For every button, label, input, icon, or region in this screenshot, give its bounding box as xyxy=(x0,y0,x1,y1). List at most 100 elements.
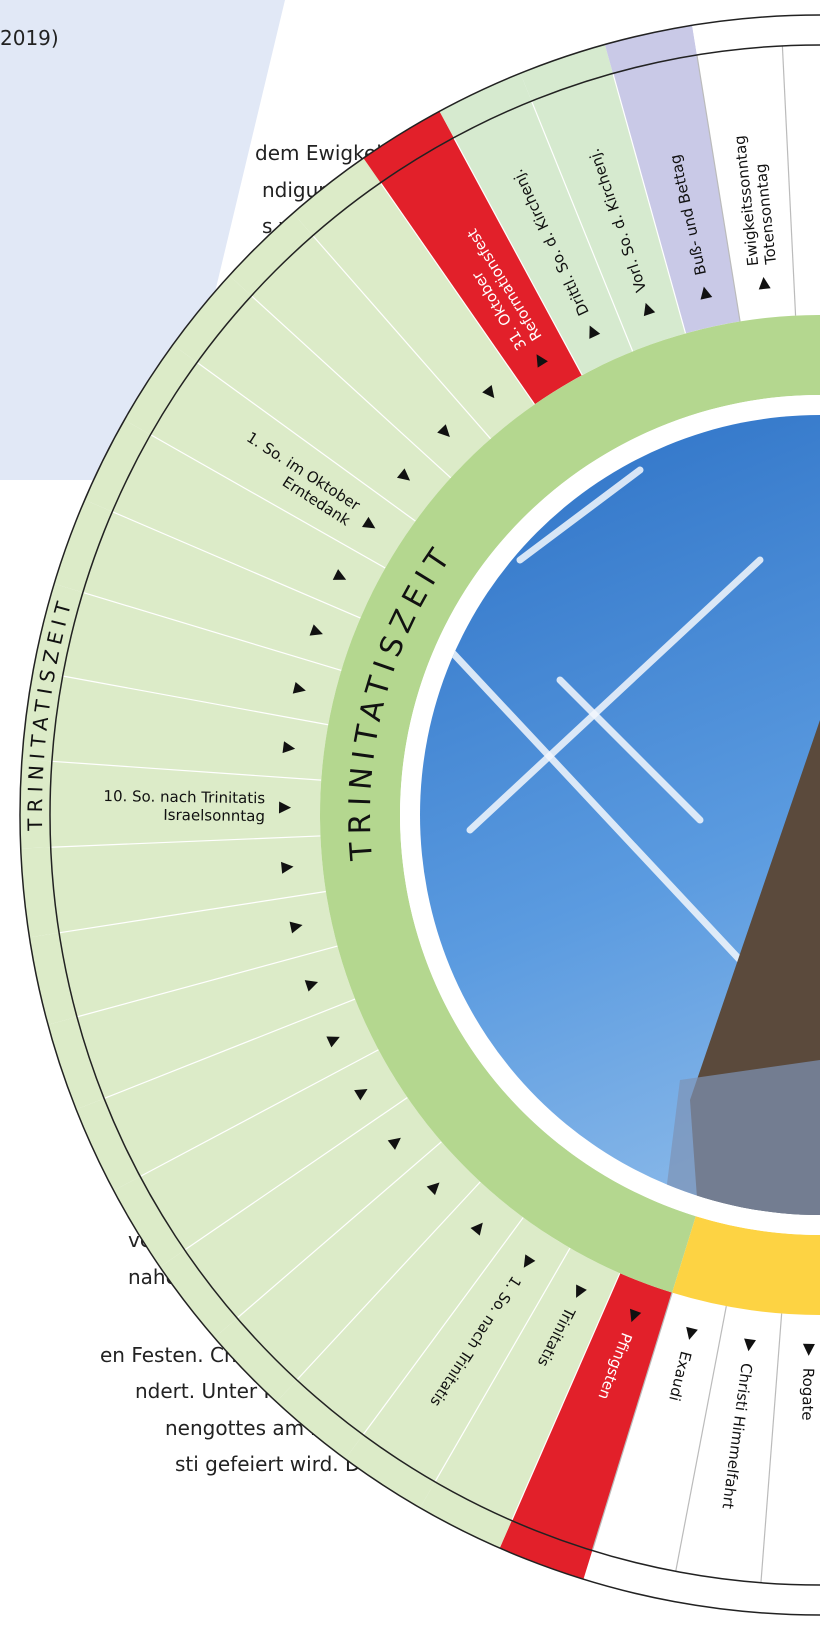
marker-triangle xyxy=(758,276,771,290)
sector xyxy=(670,1306,782,1613)
sector-divider xyxy=(196,361,416,522)
sector xyxy=(583,1292,727,1601)
sector-divider xyxy=(112,511,361,619)
contrail xyxy=(516,466,644,564)
marker-triangle xyxy=(304,980,319,992)
sector xyxy=(229,213,491,478)
sector xyxy=(29,891,338,1025)
outer-border xyxy=(19,14,820,1616)
sector-divider xyxy=(51,760,322,781)
sector-divider xyxy=(380,182,536,405)
sector xyxy=(758,1313,820,1615)
sector-divider xyxy=(612,73,687,334)
text-box-bg xyxy=(0,0,285,480)
sector-divider xyxy=(82,591,342,672)
trees xyxy=(660,1060,820,1215)
sector-divider xyxy=(236,1141,442,1319)
contrail xyxy=(446,646,744,964)
marker-triangle xyxy=(536,354,548,368)
marker-triangle xyxy=(437,424,450,438)
marker-triangle xyxy=(589,325,601,339)
sector xyxy=(124,344,416,569)
sector-divider xyxy=(781,45,797,316)
sector-divider xyxy=(296,1181,481,1381)
sector-divider xyxy=(50,835,321,848)
label-line: Israelsonntag xyxy=(163,806,265,825)
sector-divider xyxy=(76,945,338,1018)
sector-label: Rogate xyxy=(798,1368,817,1421)
sector-divider xyxy=(150,434,386,569)
sector-divider xyxy=(362,1217,524,1436)
sector xyxy=(113,1049,408,1267)
sector xyxy=(47,946,356,1110)
marker-triangle xyxy=(643,302,656,317)
text-line: 2019) xyxy=(0,26,59,50)
sector xyxy=(363,111,583,405)
sector xyxy=(172,275,451,522)
sector xyxy=(604,25,741,334)
label-line: 10. So. nach Trinitatis xyxy=(103,787,265,807)
sector xyxy=(76,999,379,1191)
sector xyxy=(439,73,633,376)
sector-divider xyxy=(62,675,329,726)
sector-divider xyxy=(250,295,452,479)
sector xyxy=(420,1248,620,1549)
sector xyxy=(54,499,361,671)
marker-triangle xyxy=(396,468,411,481)
marker-triangle xyxy=(802,1343,815,1356)
marker-triangle xyxy=(309,624,323,636)
marker-triangle xyxy=(700,286,713,300)
sector-divider xyxy=(139,1049,379,1178)
sector-divider xyxy=(453,137,583,376)
sector xyxy=(33,583,342,725)
sector-divider xyxy=(760,1313,783,1583)
sector xyxy=(499,1273,673,1580)
sector xyxy=(276,1181,524,1459)
marker-triangle xyxy=(289,921,303,934)
contrail xyxy=(466,556,764,834)
label-line: Rogate xyxy=(798,1368,817,1421)
sector-divider xyxy=(312,235,492,440)
sector-divider xyxy=(675,1306,727,1572)
marker-triangle xyxy=(292,681,306,694)
marker-triangle xyxy=(576,1284,587,1298)
sector-divider xyxy=(103,998,356,1100)
marker-triangle xyxy=(426,1182,440,1196)
sector-divider xyxy=(530,100,634,352)
marker-triangle xyxy=(686,1326,698,1340)
marker-triangle xyxy=(362,516,376,529)
marker-triangle xyxy=(282,741,296,754)
marker-triangle xyxy=(744,1338,756,1352)
inner-border xyxy=(49,44,820,1586)
marker-triangle xyxy=(523,1254,536,1268)
sector xyxy=(293,158,535,439)
band-yellow xyxy=(672,1216,820,1315)
sector-divider xyxy=(696,54,741,322)
sector-divider xyxy=(58,890,326,934)
sector xyxy=(214,1141,481,1402)
sector-divider xyxy=(591,1292,673,1551)
marker-triangle xyxy=(326,1036,340,1048)
sector xyxy=(159,1097,442,1338)
sector xyxy=(19,759,322,849)
sector xyxy=(345,1217,570,1508)
marker-triangle xyxy=(354,1089,368,1101)
marker-triangle xyxy=(280,861,294,874)
marker-triangle xyxy=(482,384,495,399)
sector xyxy=(692,15,796,322)
sector xyxy=(520,44,686,352)
contrail xyxy=(556,676,704,824)
marker-triangle xyxy=(470,1222,483,1236)
sector xyxy=(20,835,326,938)
sector-divider xyxy=(184,1096,408,1251)
marker-triangle xyxy=(629,1308,642,1323)
marker-triangle xyxy=(332,569,347,580)
marker-triangle xyxy=(278,801,292,814)
marker-triangle xyxy=(387,1137,401,1150)
sector xyxy=(21,670,329,781)
band-green xyxy=(320,315,820,1293)
